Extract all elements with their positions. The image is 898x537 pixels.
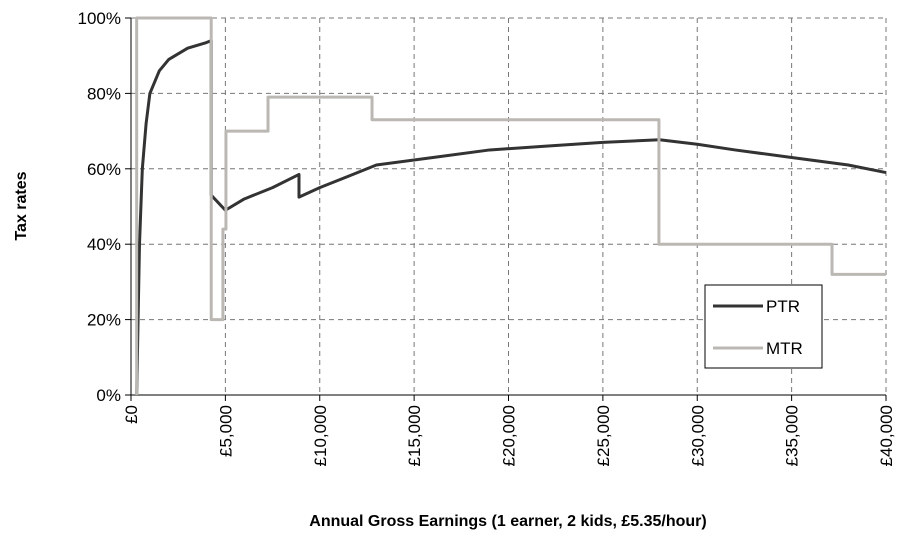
x-tick-label: £30,000 [688,405,707,466]
y-tick-label: 80% [87,84,121,103]
x-tick-label: £10,000 [311,405,330,466]
x-tick-label: £0 [122,405,141,424]
legend-label: PTR [766,297,800,316]
y-tick-label: 40% [87,235,121,254]
x-tick-label: £15,000 [405,405,424,466]
legend-label: MTR [766,339,803,358]
y-tick-label: 0% [96,386,121,405]
legend-box [704,284,823,369]
x-tick-label: £20,000 [500,405,519,466]
x-tick-label: £5,000 [216,405,235,457]
x-tick-label: £40,000 [877,405,896,466]
series-line [135,16,886,395]
x-tick-label: £25,000 [594,405,613,466]
y-axis-title: Tax rates [13,171,30,240]
y-tick-label: 100% [78,9,121,28]
series-line [135,39,887,396]
y-tick-label: 20% [87,311,121,330]
x-axis-title: Annual Gross Earnings (1 earner, 2 kids,… [309,513,706,530]
x-tick-label: £35,000 [783,405,802,466]
y-tick-label: 60% [87,160,121,179]
